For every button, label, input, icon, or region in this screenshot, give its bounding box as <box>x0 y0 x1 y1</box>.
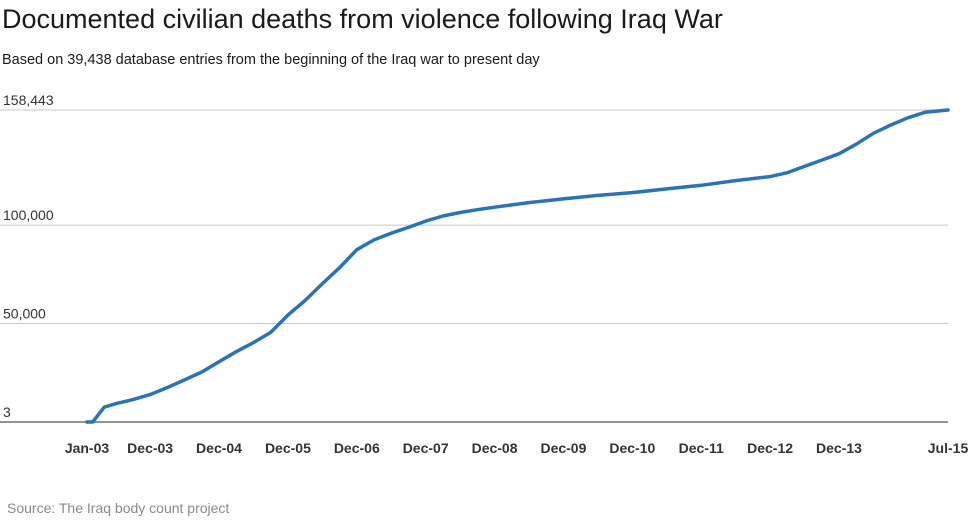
chart-title: Documented civilian deaths from violence… <box>2 4 723 34</box>
x-tick-label: Dec-07 <box>403 440 449 456</box>
y-tick-label: 50,000 <box>3 306 46 322</box>
y-axis-ticks: 3 50,000 100,000 158,443 <box>3 92 54 420</box>
y-tick-label: 158,443 <box>3 92 54 108</box>
chart-source: Source: The Iraq body count project <box>7 500 230 516</box>
series-line <box>85 108 950 424</box>
x-tick-label: Dec-03 <box>127 440 173 456</box>
x-tick-label: Dec-06 <box>334 440 380 456</box>
x-tick-label: Dec-08 <box>472 440 518 456</box>
x-tick-label: Jul-15 <box>928 440 969 456</box>
x-tick-label: Dec-05 <box>265 440 311 456</box>
y-tick-label: 3 <box>3 404 11 420</box>
y-tick-label: 100,000 <box>3 207 54 223</box>
x-tick-label: Jan-03 <box>65 440 110 456</box>
x-tick-label: Dec-13 <box>816 440 862 456</box>
gridlines <box>0 109 948 423</box>
series-layer <box>85 108 950 424</box>
x-tick-label: Dec-09 <box>540 440 586 456</box>
x-axis-ticks: Jan-03 Dec-03 Dec-04 Dec-05 Dec-06 Dec-07 Dec-… <box>65 440 969 456</box>
x-tick-label: Dec-10 <box>609 440 655 456</box>
x-tick-label: Dec-11 <box>679 440 724 456</box>
chart-subtitle: Based on 39,438 database entries from th… <box>2 52 540 68</box>
x-tick-label: Dec-04 <box>196 440 242 456</box>
x-tick-label: Dec-12 <box>747 440 793 456</box>
